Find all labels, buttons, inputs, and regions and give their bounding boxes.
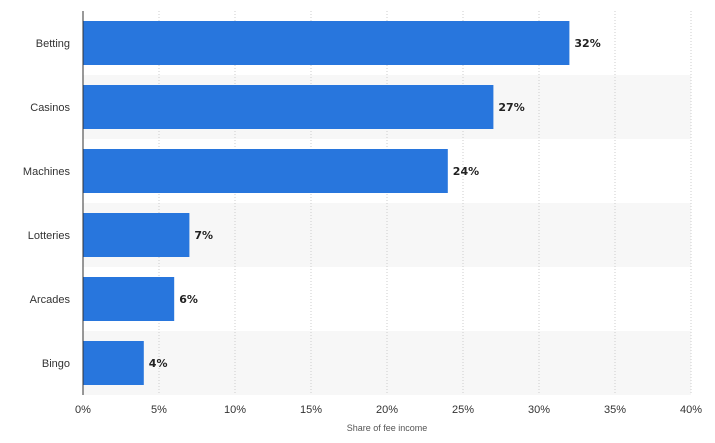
x-tick-label: 0% (75, 404, 91, 416)
bar-arcades[interactable] (83, 277, 175, 321)
bar-lotteries[interactable] (83, 213, 190, 257)
data-label: 32% (574, 37, 600, 50)
x-tick-label: 10% (224, 404, 246, 416)
x-axis-title: Share of fee income (347, 423, 428, 433)
data-label: 4% (149, 357, 168, 370)
x-tick-label: 40% (680, 404, 702, 416)
category-label: Betting (36, 38, 70, 50)
category-label: Machines (23, 166, 71, 178)
x-tick-label: 25% (452, 404, 474, 416)
bars (83, 21, 570, 385)
x-tick-label: 30% (528, 404, 550, 416)
category-label: Arcades (30, 294, 71, 306)
bar-betting[interactable] (83, 21, 570, 65)
bar-machines[interactable] (83, 149, 448, 193)
x-tick-label: 20% (376, 404, 398, 416)
x-tick-label: 15% (300, 404, 322, 416)
data-label: 27% (498, 101, 524, 114)
bar-casinos[interactable] (83, 85, 494, 129)
category-labels: Betting Casinos Machines Lotteries Arcades Bi… (23, 38, 71, 370)
data-labels: 32% 27% 24% 7% 6% 4% (149, 37, 601, 370)
bar-bingo[interactable] (83, 341, 144, 385)
x-tick-label: 5% (151, 404, 167, 416)
x-tick-labels: 0% 5% 10% 15% 20% 25% 30% 35% 40% (75, 404, 702, 416)
category-label: Lotteries (28, 230, 71, 242)
x-tick-label: 35% (604, 404, 626, 416)
data-label: 7% (194, 229, 213, 242)
category-label: Bingo (42, 358, 70, 370)
gridlines (158, 11, 692, 395)
category-label: Casinos (30, 102, 70, 114)
data-label: 6% (179, 293, 198, 306)
data-label: 24% (453, 165, 479, 178)
